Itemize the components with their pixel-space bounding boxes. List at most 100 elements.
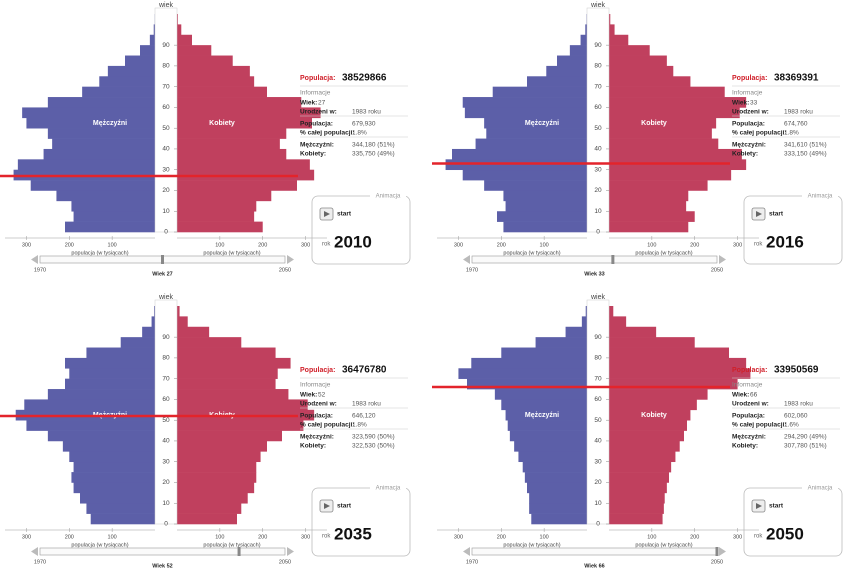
male-bar [475, 138, 587, 150]
male-bar [120, 337, 155, 348]
slider-thumb[interactable] [237, 547, 241, 556]
slider-arrow[interactable] [31, 547, 38, 556]
slider-arrow[interactable] [31, 255, 38, 264]
female-bar [609, 65, 674, 77]
animation-box [311, 487, 411, 557]
male-bar [69, 451, 155, 463]
x-tick-label: 200 [690, 242, 699, 248]
female-bar [177, 440, 267, 452]
year-label: rok [322, 534, 331, 540]
slider-arrow[interactable] [719, 547, 726, 556]
x-tick-label: 200 [497, 534, 506, 540]
age-strip [154, 299, 178, 525]
info-key: Wiek: [732, 100, 749, 107]
male-bar [527, 482, 587, 494]
info-value: 335,750 (49%) [352, 151, 395, 158]
female-bar [609, 107, 740, 119]
start-label[interactable]: start [769, 211, 784, 218]
male-bar [565, 326, 587, 338]
female-bar [177, 378, 276, 390]
age-tick-label: 50 [162, 417, 170, 424]
slider-thumb[interactable] [611, 255, 615, 264]
male-bar [47, 97, 155, 108]
slider-arrow[interactable] [463, 255, 470, 264]
year-value: 2016 [766, 232, 804, 251]
male-bar [90, 513, 155, 525]
female-bar [609, 316, 627, 328]
male-bar [529, 503, 587, 514]
x-axis-label: populacja (w tysiącach) [635, 250, 692, 256]
male-bar [43, 148, 156, 160]
female-bar [609, 513, 663, 525]
slider-arrow[interactable] [463, 547, 470, 556]
age-tick-label: 90 [162, 42, 170, 49]
x-tick-label: 300 [22, 242, 31, 248]
x-tick-label: 200 [65, 242, 74, 248]
male-bar [484, 117, 587, 129]
info-key: Kobiety: [300, 443, 326, 450]
male-bar [154, 306, 155, 317]
population-value: 38529866 [342, 73, 387, 84]
info-key: Mężczyźni: [300, 434, 334, 441]
info-value: 1.8% [784, 130, 799, 137]
female-bar [609, 482, 667, 494]
male-bar [69, 368, 155, 379]
slider-track[interactable] [39, 547, 286, 556]
male-bar [585, 24, 587, 36]
male-bar [492, 86, 587, 98]
info-key: % całej populacji: [300, 422, 355, 429]
x-axis-label: populacja (w tysiącach) [71, 250, 128, 256]
female-bar [177, 472, 257, 483]
x-tick-label: 100 [647, 534, 656, 540]
info-value: 344,180 (51%) [352, 142, 395, 149]
male-bar [65, 357, 155, 369]
age-tick-label: 80 [594, 63, 602, 70]
info-title: Informacje [732, 382, 763, 389]
age-tick-label: 20 [162, 479, 170, 486]
year-label: rok [322, 242, 331, 248]
info-value: 1.8% [352, 422, 367, 429]
info-value: 27 [318, 100, 326, 107]
female-bar [177, 337, 242, 348]
male-bar [125, 55, 155, 67]
slider-arrow[interactable] [287, 547, 294, 556]
info-value: 674,760 [784, 121, 808, 128]
female-bar [609, 86, 725, 98]
x-axis-label: populacja (w tysiącach) [203, 542, 260, 548]
age-tick-label: 80 [594, 355, 602, 362]
age-tick-label: 40 [162, 438, 170, 445]
female-bar [609, 430, 684, 442]
male-bar [71, 200, 155, 212]
start-label[interactable]: start [337, 503, 352, 510]
male-bar [452, 148, 587, 160]
age-tick-label: 60 [594, 104, 602, 111]
start-label[interactable]: start [337, 211, 352, 218]
female-bar [177, 148, 287, 160]
female-bar [609, 451, 676, 463]
start-label[interactable]: start [769, 503, 784, 510]
slider-track[interactable] [471, 255, 718, 264]
male-bar [505, 200, 587, 212]
slider-track[interactable] [471, 547, 718, 556]
female-bar [177, 107, 321, 119]
male-bar [65, 221, 155, 233]
male-bar [149, 34, 155, 46]
female-bar [177, 316, 188, 328]
population-value: 38369391 [774, 73, 819, 84]
info-key: Wiek: [732, 392, 749, 399]
slider-arrow[interactable] [287, 255, 294, 264]
female-bar [609, 24, 615, 36]
female-bar [609, 128, 712, 139]
slider-thumb[interactable] [161, 255, 164, 264]
slider-start-label: 1970 [466, 559, 478, 565]
slider-arrow[interactable] [719, 255, 726, 264]
female-bar [177, 430, 282, 442]
series-name: Mężczyźni [525, 120, 559, 127]
female-bar [177, 97, 302, 108]
slider-thumb[interactable] [715, 547, 719, 556]
age-tick-label: 60 [162, 396, 170, 403]
female-bar [177, 24, 182, 36]
play-icon [324, 211, 330, 217]
male-bar [557, 55, 587, 67]
female-bar [177, 513, 237, 525]
